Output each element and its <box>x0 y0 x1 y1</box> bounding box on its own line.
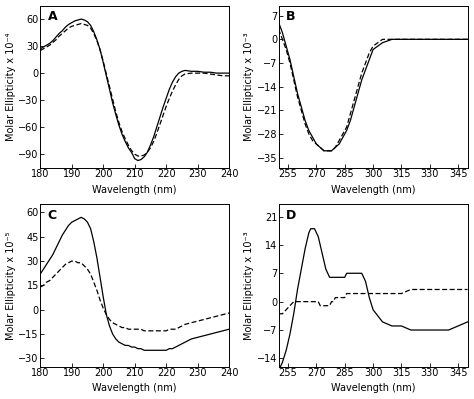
Text: C: C <box>48 209 57 222</box>
X-axis label: Wavelength (nm): Wavelength (nm) <box>331 185 415 195</box>
Y-axis label: Molar Ellipticity x 10⁻⁵: Molar Ellipticity x 10⁻⁵ <box>6 231 16 340</box>
Y-axis label: Molar Ellipticity x 10⁻⁴: Molar Ellipticity x 10⁻⁴ <box>6 32 16 141</box>
Text: D: D <box>286 209 296 222</box>
X-axis label: Wavelength (nm): Wavelength (nm) <box>331 383 415 393</box>
Text: A: A <box>48 10 57 24</box>
Y-axis label: Molar Ellipticity x 10⁻³: Molar Ellipticity x 10⁻³ <box>244 32 254 141</box>
Y-axis label: Molar Ellipticity x 10⁻³: Molar Ellipticity x 10⁻³ <box>244 231 254 340</box>
X-axis label: Wavelength (nm): Wavelength (nm) <box>92 383 177 393</box>
X-axis label: Wavelength (nm): Wavelength (nm) <box>92 185 177 195</box>
Text: B: B <box>286 10 296 24</box>
